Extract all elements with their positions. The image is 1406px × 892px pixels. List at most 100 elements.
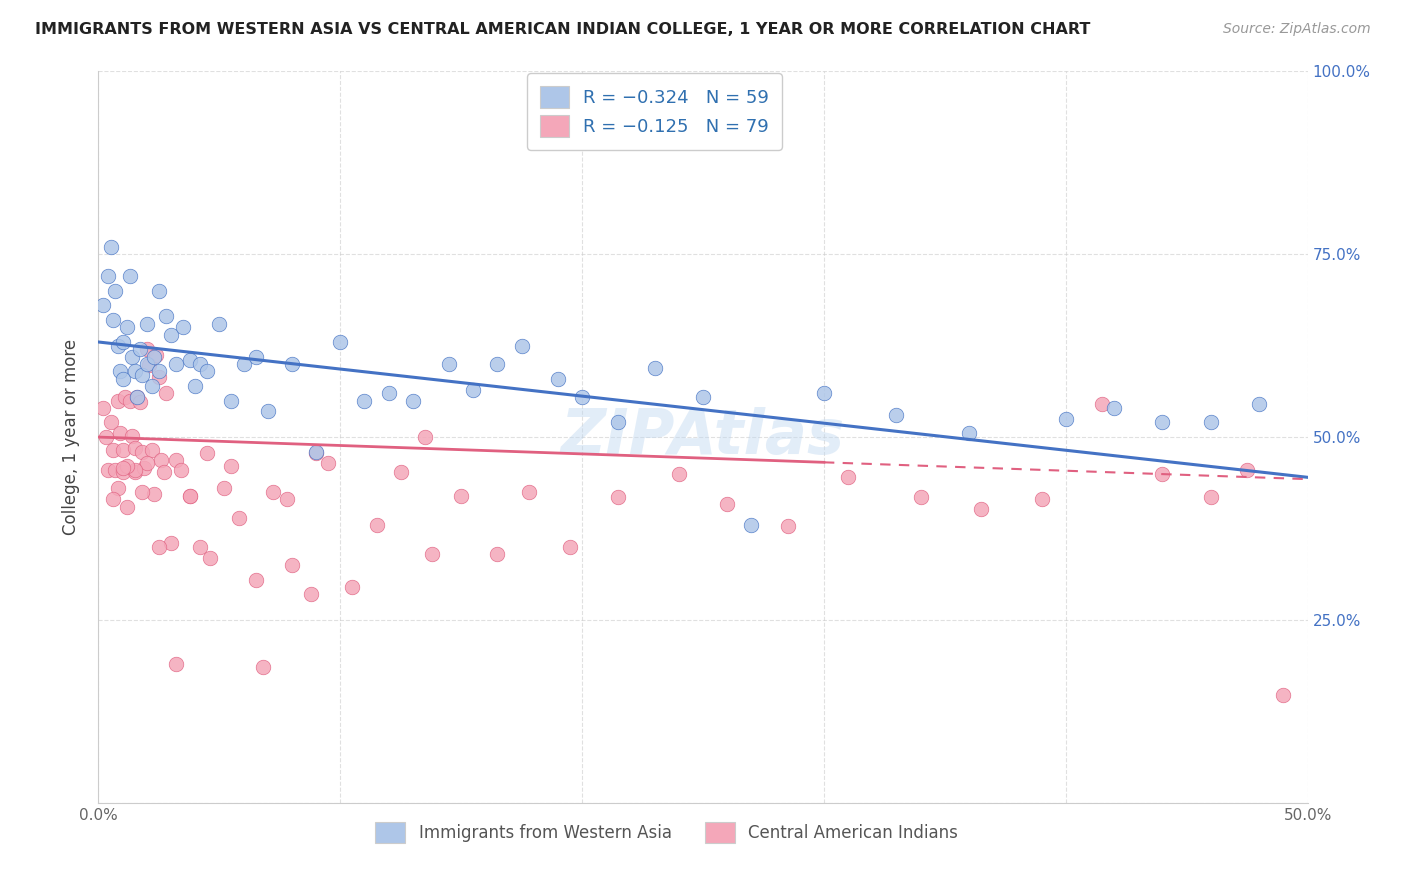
Point: [377, 386, 399, 401]
Point: [366, 517, 388, 532]
Text: ZIPAtlas: ZIPAtlas: [561, 407, 845, 467]
Point: [245, 573, 267, 587]
Point: [165, 453, 187, 467]
Point: [135, 343, 157, 357]
Point: [155, 310, 177, 324]
Point: [1199, 416, 1222, 430]
Point: [316, 456, 339, 470]
Point: [101, 492, 124, 507]
Point: [101, 443, 124, 458]
Point: [165, 657, 187, 671]
Point: [813, 386, 835, 401]
Point: [135, 456, 157, 470]
Point: [188, 540, 211, 554]
Point: [124, 463, 146, 477]
Point: [329, 334, 352, 349]
Text: Source: ZipAtlas.com: Source: ZipAtlas.com: [1223, 22, 1371, 37]
Point: [108, 364, 131, 378]
Point: [252, 660, 274, 674]
Point: [108, 426, 131, 441]
Point: [910, 490, 932, 504]
Point: [121, 428, 143, 442]
Point: [198, 550, 221, 565]
Point: [148, 284, 170, 298]
Point: [104, 284, 127, 298]
Point: [413, 430, 436, 444]
Point: [111, 442, 134, 457]
Point: [402, 393, 425, 408]
Point: [148, 370, 170, 384]
Point: [160, 536, 183, 550]
Point: [111, 460, 134, 475]
Point: [1199, 490, 1222, 504]
Point: [111, 334, 134, 349]
Point: [437, 357, 460, 371]
Point: [117, 500, 139, 514]
Point: [256, 404, 278, 418]
Point: [179, 489, 201, 503]
Point: [91, 298, 114, 312]
Point: [118, 393, 141, 408]
Point: [100, 240, 122, 254]
Point: [1102, 401, 1125, 415]
Point: [957, 426, 980, 441]
Point: [1272, 688, 1295, 702]
Point: [127, 390, 149, 404]
Point: [776, 519, 799, 533]
Point: [450, 489, 472, 503]
Point: [124, 441, 146, 455]
Point: [179, 489, 201, 503]
Point: [607, 416, 630, 430]
Point: [141, 443, 163, 458]
Point: [342, 580, 364, 594]
Point: [150, 453, 173, 467]
Point: [221, 459, 243, 474]
Point: [299, 587, 322, 601]
Point: [124, 364, 146, 378]
Point: [131, 444, 153, 458]
Point: [118, 269, 141, 284]
Point: [463, 383, 485, 397]
Point: [547, 371, 569, 385]
Point: [135, 317, 157, 331]
Point: [127, 390, 149, 404]
Point: [100, 416, 122, 430]
Point: [389, 465, 412, 479]
Point: [134, 460, 156, 475]
Point: [1152, 467, 1174, 481]
Point: [107, 338, 129, 352]
Point: [221, 393, 243, 408]
Point: [970, 501, 993, 516]
Point: [228, 510, 250, 524]
Point: [160, 327, 183, 342]
Point: [232, 357, 254, 371]
Point: [245, 350, 267, 364]
Point: [486, 547, 509, 561]
Point: [165, 357, 187, 371]
Point: [107, 393, 129, 408]
Point: [131, 485, 153, 500]
Point: [668, 467, 690, 481]
Legend: Immigrants from Western Asia, Central American Indians: Immigrants from Western Asia, Central Am…: [368, 815, 965, 849]
Point: [148, 364, 170, 378]
Point: [692, 390, 714, 404]
Point: [143, 487, 166, 501]
Point: [510, 338, 533, 352]
Point: [128, 343, 150, 357]
Point: [131, 368, 153, 382]
Point: [571, 390, 593, 404]
Point: [128, 395, 150, 409]
Point: [305, 444, 328, 458]
Point: [152, 465, 174, 479]
Point: [111, 371, 134, 385]
Point: [91, 401, 114, 415]
Point: [94, 430, 117, 444]
Point: [114, 390, 136, 404]
Point: [208, 317, 231, 331]
Point: [141, 379, 163, 393]
Point: [517, 485, 540, 500]
Point: [607, 490, 630, 504]
Point: [1091, 397, 1114, 411]
Point: [97, 463, 120, 477]
Point: [107, 481, 129, 495]
